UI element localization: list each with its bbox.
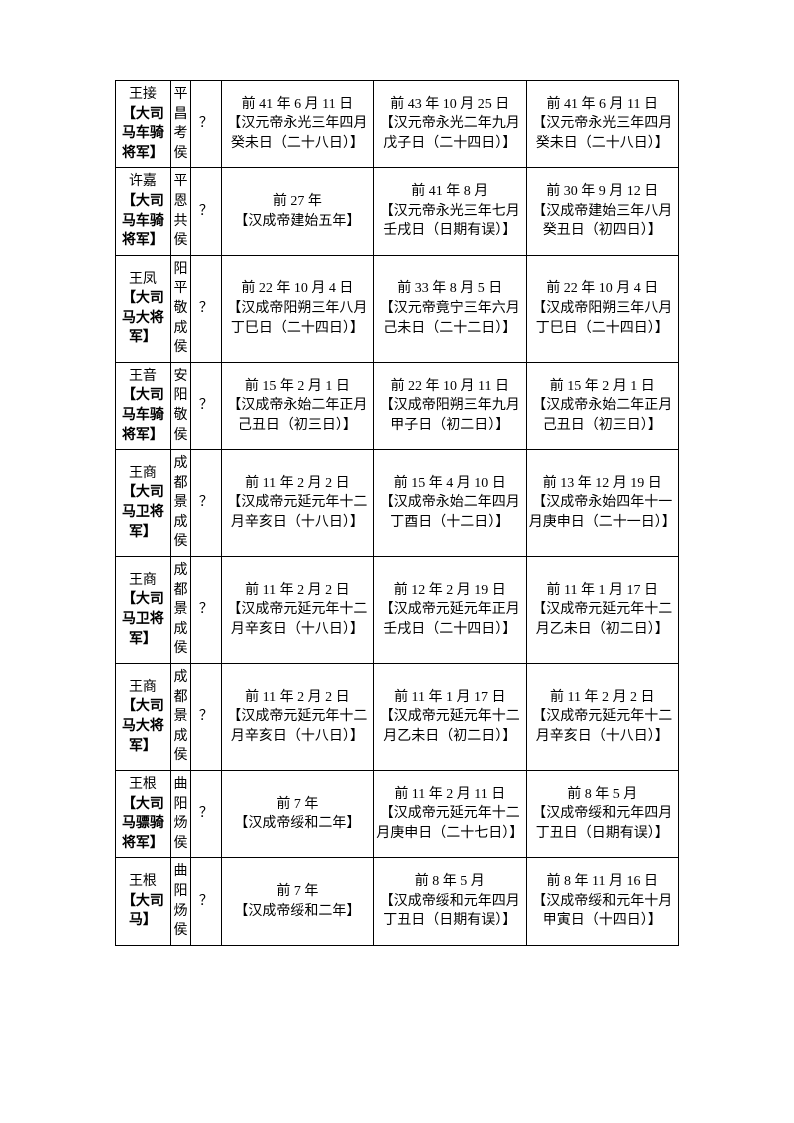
name-cell: 王凤【大司马大将军】: [116, 255, 171, 362]
name-cell: 王商【大司马大将军】: [116, 664, 171, 771]
person-title-bold: 【大司马车骑将军】: [122, 107, 164, 161]
table-row: 王接【大司马车骑将军】平昌考侯？前 41 年 6 月 11 日【汉元帝永光三年四…: [116, 81, 679, 168]
date-cell: 前 15 年 4 月 10 日【汉成帝永始二年四月丁酉日（十二日）】: [374, 450, 526, 557]
date-cell: 前 11 年 2 月 2 日【汉成帝元延元年十二月辛亥日（十八日）】: [221, 450, 373, 557]
person-name: 王接: [129, 87, 157, 102]
noble-title-cell: 平恩共侯: [170, 168, 190, 255]
noble-title-cell: 平昌考侯: [170, 81, 190, 168]
date-cell: 前 33 年 8 月 5 日【汉元帝竟宁三年六月己未日（二十二日）】: [374, 255, 526, 362]
noble-title-cell: 成都景成侯: [170, 450, 190, 557]
date-cell: 前 41 年 6 月 11 日【汉元帝永光三年四月癸未日（二十八日）】: [221, 81, 373, 168]
person-name: 王根: [129, 777, 157, 792]
table-row: 王商【大司马卫将军】成都景成侯？前 11 年 2 月 2 日【汉成帝元延元年十二…: [116, 450, 679, 557]
unknown-cell: ？: [191, 168, 221, 255]
date-cell: 前 11 年 2 月 2 日【汉成帝元延元年十二月辛亥日（十八日）】: [526, 664, 678, 771]
date-cell: 前 41 年 8 月【汉元帝永光三年七月壬戌日（日期有误）】: [374, 168, 526, 255]
unknown-cell: ？: [191, 664, 221, 771]
person-title-bold: 【大司马】: [122, 894, 164, 929]
name-cell: 王音【大司马车骑将军】: [116, 362, 171, 449]
date-cell: 前 27 年【汉成帝建始五年】: [221, 168, 373, 255]
date-cell: 前 43 年 10 月 25 日【汉元帝永光二年九月戊子日（二十四日）】: [374, 81, 526, 168]
person-title-bold: 【大司马大将军】: [122, 291, 164, 345]
date-cell: 前 22 年 10 月 4 日【汉成帝阳朔三年八月丁巳日（二十四日）】: [221, 255, 373, 362]
table-row: 王根【大司马】曲阳炀侯？前 7 年【汉成帝绥和二年】前 8 年 5 月【汉成帝绥…: [116, 858, 679, 945]
table-row: 王根【大司马骠骑将军】曲阳炀侯？前 7 年【汉成帝绥和二年】前 11 年 2 月…: [116, 771, 679, 858]
date-cell: 前 41 年 6 月 11 日【汉元帝永光三年四月癸未日（二十八日）】: [526, 81, 678, 168]
date-cell: 前 30 年 9 月 12 日【汉成帝建始三年八月癸丑日（初四日）】: [526, 168, 678, 255]
noble-title-cell: 安阳敬侯: [170, 362, 190, 449]
unknown-cell: ？: [191, 450, 221, 557]
unknown-cell: ？: [191, 255, 221, 362]
noble-title-cell: 成都景成侯: [170, 557, 190, 664]
person-title-bold: 【大司马骠骑将军】: [122, 797, 164, 851]
person-title-bold: 【大司马卫将军】: [122, 485, 164, 539]
history-table: 王接【大司马车骑将军】平昌考侯？前 41 年 6 月 11 日【汉元帝永光三年四…: [115, 80, 679, 946]
date-cell: 前 11 年 2 月 2 日【汉成帝元延元年十二月辛亥日（十八日）】: [221, 557, 373, 664]
noble-title-cell: 曲阳炀侯: [170, 771, 190, 858]
date-cell: 前 8 年 11 月 16 日【汉成帝绥和元年十月甲寅日（十四日）】: [526, 858, 678, 945]
person-name: 王根: [129, 874, 157, 889]
person-name: 许嘉: [129, 174, 157, 189]
unknown-cell: ？: [191, 81, 221, 168]
name-cell: 王根【大司马】: [116, 858, 171, 945]
noble-title-cell: 曲阳炀侯: [170, 858, 190, 945]
date-cell: 前 12 年 2 月 19 日【汉成帝元延元年正月壬戌日（二十四日）】: [374, 557, 526, 664]
noble-title-cell: 成都景成侯: [170, 664, 190, 771]
name-cell: 许嘉【大司马车骑将军】: [116, 168, 171, 255]
date-cell: 前 22 年 10 月 4 日【汉成帝阳朔三年八月丁巳日（二十四日）】: [526, 255, 678, 362]
date-cell: 前 11 年 2 月 2 日【汉成帝元延元年十二月辛亥日（十八日）】: [221, 664, 373, 771]
unknown-cell: ？: [191, 858, 221, 945]
table-row: 王音【大司马车骑将军】安阳敬侯？前 15 年 2 月 1 日【汉成帝永始二年正月…: [116, 362, 679, 449]
table-row: 王商【大司马卫将军】成都景成侯？前 11 年 2 月 2 日【汉成帝元延元年十二…: [116, 557, 679, 664]
date-cell: 前 7 年【汉成帝绥和二年】: [221, 858, 373, 945]
unknown-cell: ？: [191, 557, 221, 664]
noble-title-cell: 阳平敬成侯: [170, 255, 190, 362]
name-cell: 王接【大司马车骑将军】: [116, 81, 171, 168]
person-name: 王音: [129, 369, 157, 384]
date-cell: 前 15 年 2 月 1 日【汉成帝永始二年正月己丑日（初三日）】: [221, 362, 373, 449]
date-cell: 前 13 年 12 月 19 日【汉成帝永始四年十一月庚申日（二十一日）】: [526, 450, 678, 557]
date-cell: 前 11 年 1 月 17 日【汉成帝元延元年十二月乙未日（初二日）】: [526, 557, 678, 664]
date-cell: 前 11 年 1 月 17 日【汉成帝元延元年十二月乙未日（初二日）】: [374, 664, 526, 771]
person-title-bold: 【大司马车骑将军】: [122, 388, 164, 442]
person-title-bold: 【大司马大将军】: [122, 699, 164, 753]
name-cell: 王商【大司马卫将军】: [116, 450, 171, 557]
name-cell: 王商【大司马卫将军】: [116, 557, 171, 664]
table-row: 王商【大司马大将军】成都景成侯？前 11 年 2 月 2 日【汉成帝元延元年十二…: [116, 664, 679, 771]
person-title-bold: 【大司马卫将军】: [122, 592, 164, 646]
date-cell: 前 8 年 5 月【汉成帝绥和元年四月丁丑日（日期有误）】: [374, 858, 526, 945]
unknown-cell: ？: [191, 771, 221, 858]
person-title-bold: 【大司马车骑将军】: [122, 194, 164, 248]
date-cell: 前 11 年 2 月 11 日【汉成帝元延元年十二月庚申日（二十七日）】: [374, 771, 526, 858]
person-name: 王商: [129, 573, 157, 588]
date-cell: 前 22 年 10 月 11 日【汉成帝阳朔三年九月甲子日（初二日）】: [374, 362, 526, 449]
person-name: 王商: [129, 680, 157, 695]
table-row: 许嘉【大司马车骑将军】平恩共侯？前 27 年【汉成帝建始五年】前 41 年 8 …: [116, 168, 679, 255]
person-name: 王商: [129, 466, 157, 481]
date-cell: 前 8 年 5 月【汉成帝绥和元年四月丁丑日（日期有误）】: [526, 771, 678, 858]
table-row: 王凤【大司马大将军】阳平敬成侯？前 22 年 10 月 4 日【汉成帝阳朔三年八…: [116, 255, 679, 362]
date-cell: 前 7 年【汉成帝绥和二年】: [221, 771, 373, 858]
name-cell: 王根【大司马骠骑将军】: [116, 771, 171, 858]
date-cell: 前 15 年 2 月 1 日【汉成帝永始二年正月己丑日（初三日）】: [526, 362, 678, 449]
person-name: 王凤: [129, 272, 157, 287]
unknown-cell: ？: [191, 362, 221, 449]
